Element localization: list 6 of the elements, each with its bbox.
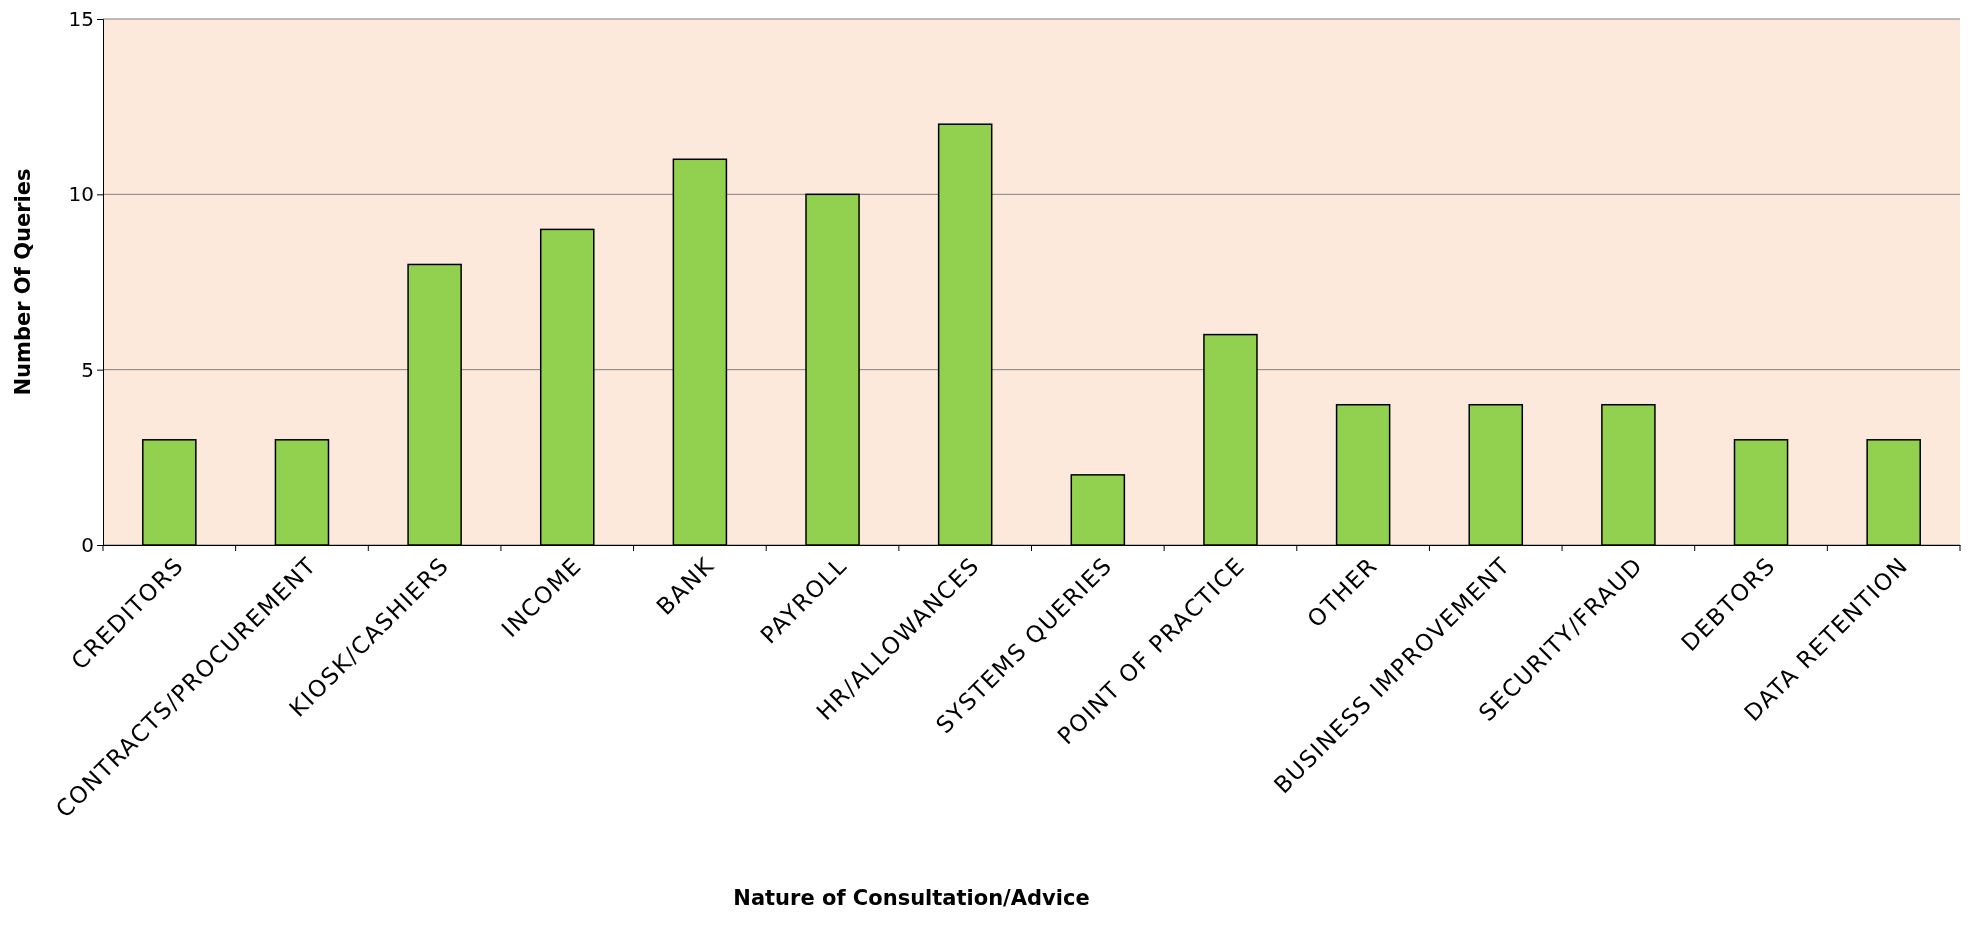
y-tick-label: 0 xyxy=(81,532,94,557)
y-tick-label: 10 xyxy=(68,182,94,207)
y-axis-title: Number Of Queries xyxy=(11,168,35,396)
y-tick-label: 5 xyxy=(81,357,94,382)
y-tick-label: 15 xyxy=(68,6,94,31)
x-axis-title: Nature of Consultation/Advice xyxy=(733,886,1090,910)
